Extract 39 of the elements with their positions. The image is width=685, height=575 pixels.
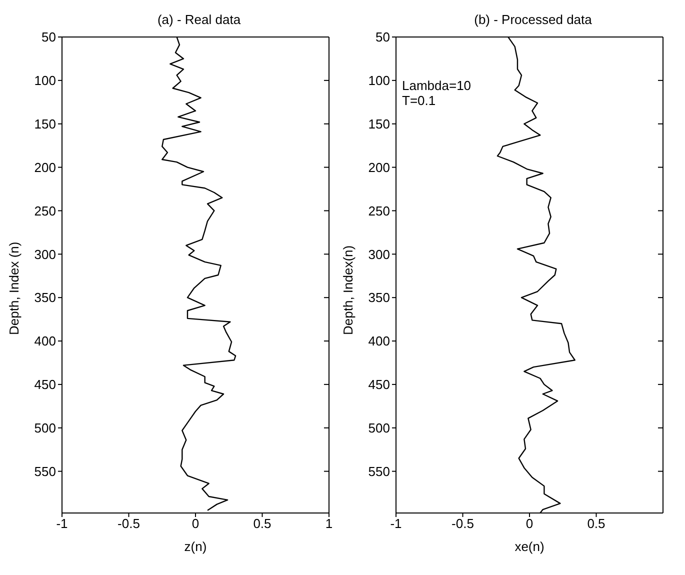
x-tick-label: 0.5 [253, 516, 272, 532]
y-axis-title: Depth, Index (n) [6, 242, 22, 335]
y-tick-label: 300 [368, 246, 390, 262]
y-tick-label: 450 [34, 377, 56, 392]
y-tick-label: 350 [34, 290, 56, 306]
y-tick-label: 450 [368, 377, 390, 392]
y-tick-label: 150 [368, 116, 390, 132]
annotation: Lambda=10 [402, 78, 472, 93]
x-tick-label: 1 [325, 516, 333, 532]
y-tick-label: 150 [34, 116, 56, 132]
x-tick-label: 0.5 [587, 516, 606, 532]
annotation: T=0.1 [402, 93, 437, 108]
y-axis-title: Depth, Index(n) [340, 245, 356, 335]
y-tick-label: 200 [34, 160, 56, 175]
chart-title: (a) - Real data [156, 12, 242, 27]
y-tick-label: 50 [376, 30, 390, 45]
y-tick-label: 100 [368, 73, 390, 88]
y-tick-label: 550 [34, 464, 56, 479]
x-tick-label: 0 [526, 516, 534, 532]
y-tick-label: 400 [368, 334, 390, 349]
y-tick-label: 300 [34, 246, 56, 262]
y-tick-label: 350 [368, 290, 390, 306]
x-tick-label: -0.5 [118, 516, 140, 532]
x-axis-title: z(n) [184, 539, 207, 554]
chart-title: (b) - Processed data [473, 12, 593, 27]
y-tick-label: 500 [34, 420, 56, 436]
x-tick-label: 0 [192, 516, 200, 532]
x-tick-label: -1 [56, 516, 68, 532]
y-tick-label: 500 [368, 420, 390, 436]
y-tick-label: 50 [42, 30, 56, 45]
x-tick-label: -1 [390, 516, 402, 532]
y-tick-label: 400 [34, 334, 56, 349]
x-axis-title: xe(n) [514, 539, 544, 554]
y-tick-label: 250 [368, 203, 390, 218]
y-tick-label: 250 [34, 203, 56, 218]
y-tick-label: 200 [368, 160, 390, 175]
y-tick-label: 100 [34, 73, 56, 88]
x-tick-label: -0.5 [452, 516, 474, 532]
y-tick-label: 550 [368, 464, 390, 479]
